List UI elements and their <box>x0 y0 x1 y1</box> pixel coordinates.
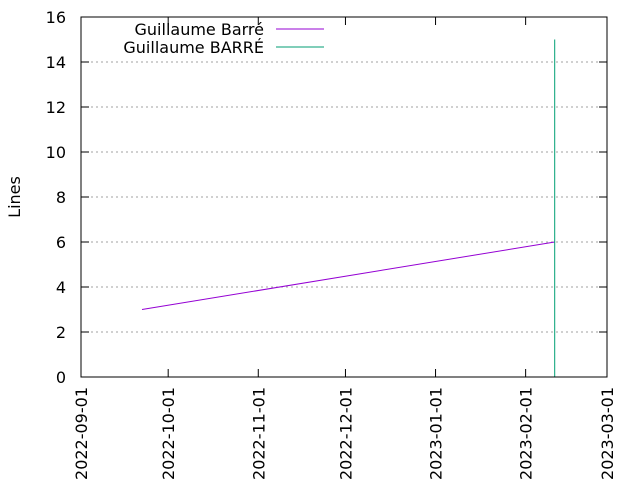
x-axis-ticks: 2022-09-01 2022-10-01 2022-11-01 2022-12-01… <box>72 17 617 480</box>
x-tick-label: 2023-03-01 <box>598 387 617 480</box>
y-tick-label: 2 <box>56 323 66 342</box>
y-tick-label: 12 <box>46 98 66 117</box>
y-tick-label: 0 <box>56 368 66 387</box>
y-tick-label: 14 <box>46 53 66 72</box>
x-tick-label: 2023-02-01 <box>517 387 536 480</box>
x-tick-label: 2022-10-01 <box>159 387 178 480</box>
series-lines <box>141 39 556 377</box>
x-tick-label: 2022-12-01 <box>336 387 355 480</box>
x-tick-label: 2023-01-01 <box>427 387 446 480</box>
y-tick-label: 8 <box>56 188 66 207</box>
x-tick-label: 2022-11-01 <box>249 387 268 480</box>
y-axis-label: Lines <box>5 176 24 218</box>
y-tick-label: 16 <box>46 8 66 27</box>
y-tick-label: 6 <box>56 233 66 252</box>
y-tick-label: 4 <box>56 278 66 297</box>
legend-label: Guillaume BARRÉ <box>123 38 264 57</box>
plot-border <box>80 16 608 378</box>
series-line <box>141 241 555 310</box>
legend-label: Guillaume Barré <box>135 20 264 39</box>
x-tick-label: 2022-09-01 <box>72 387 91 480</box>
y-tick-label: 10 <box>46 143 66 162</box>
grid-lines <box>81 61 607 333</box>
